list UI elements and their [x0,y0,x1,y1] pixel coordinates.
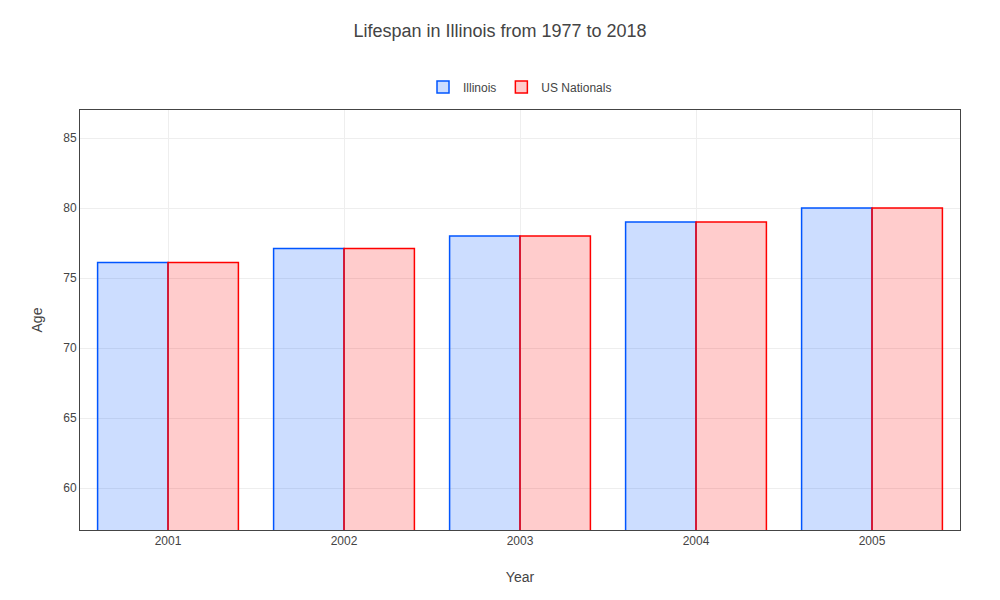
svg-text:65: 65 [63,411,77,425]
svg-text:75: 75 [63,271,77,285]
svg-text:2005: 2005 [859,534,886,548]
svg-text:80: 80 [63,201,77,215]
svg-text:60: 60 [63,481,77,495]
svg-text:Age: Age [29,307,45,332]
svg-text:2002: 2002 [331,534,358,548]
svg-text:70: 70 [63,341,77,355]
svg-text:2003: 2003 [507,534,534,548]
svg-text:85: 85 [63,131,77,145]
svg-text:Lifespan in Illinois from 1977: Lifespan in Illinois from 1977 to 2018 [353,21,646,41]
svg-text:Illinois: Illinois [463,81,496,95]
svg-text:Year: Year [506,569,535,585]
svg-text:2004: 2004 [683,534,710,548]
svg-text:US Nationals: US Nationals [541,81,611,95]
svg-text:2001: 2001 [155,534,182,548]
